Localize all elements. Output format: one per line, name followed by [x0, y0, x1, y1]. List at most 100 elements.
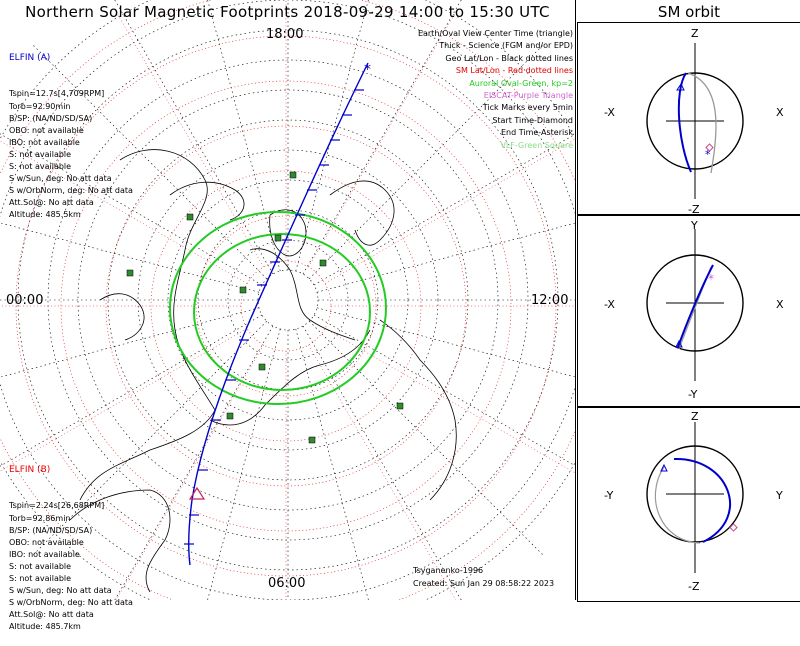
oval-outer	[169, 211, 387, 405]
label-12: 12:00	[531, 293, 569, 308]
geo-lon-line	[295, 328, 369, 600]
svg-text:*: *	[705, 148, 711, 161]
legend-item: EISCAT-Purple Triangle	[483, 91, 573, 101]
legend-item: VLF-Green Square	[500, 140, 573, 150]
sm1-right: X	[776, 106, 784, 119]
geo-lon-line	[33, 321, 267, 555]
sm-lon-line	[115, 344, 264, 600]
sm-lon-line	[0, 140, 248, 284]
geo-lon-line	[0, 314, 263, 467]
geo-lon-line	[309, 45, 543, 279]
sm-panel-xz-plot: Z -Z -X X *	[604, 27, 784, 216]
sm-lat-circle	[105, 125, 467, 487]
legend-item: Tick Marks every 5min	[482, 103, 573, 113]
geo-lon-line	[309, 321, 543, 555]
elfin-a-line: B/SP: (NA/ND/SD/SA)	[9, 113, 93, 123]
elfin-a-line: S: not available	[9, 162, 72, 172]
coastline	[379, 319, 457, 501]
legend-item: Geo Lat/Lon - Black dotted lines	[445, 53, 573, 63]
svg-text:*: *	[708, 272, 714, 286]
coastline	[209, 329, 371, 426]
elfin-b-line: OBO: not available	[9, 537, 84, 547]
vlf-square	[126, 269, 134, 277]
sm-lon-line	[308, 344, 457, 600]
geo-lon-line	[0, 222, 260, 293]
vlf-square	[186, 213, 194, 221]
elfin-b-info: ELFIN (B) Tspin=2.24s[26.68RPM] Torb=92.8…	[9, 440, 133, 646]
legend-item: Start Time-Diamond	[492, 115, 573, 125]
page-title: Northern Solar Magnetic Footprints 2018-…	[25, 3, 550, 21]
geo-lon-line	[207, 0, 281, 272]
elfin-b-line: Torb=92.86min	[9, 513, 71, 523]
sm1-top: Z	[691, 27, 699, 40]
legend-item: End Time-Asterisk	[500, 128, 573, 138]
elfin-a-line: Tspin=12.7s[4.709RPM]	[9, 89, 105, 99]
legend-item: SM Lat/Lon - Red dotted lines	[455, 66, 573, 76]
geo-lon-line	[313, 133, 576, 286]
label-06: 06:00	[268, 576, 306, 591]
sm-panel-xz: Z -Z -X X *	[577, 22, 800, 216]
elfin-a-line: S: not available	[9, 149, 72, 159]
geo-lon-line	[33, 45, 267, 279]
sm-lon-line	[324, 328, 576, 474]
vlf-square	[319, 259, 327, 267]
vlf-square	[289, 171, 297, 179]
elfin-a-heading: ELFIN (A)	[9, 53, 51, 64]
elfin-a-line: OBO: not available	[9, 125, 84, 135]
geo-lat-circle	[227, 239, 349, 361]
vlf-square	[396, 402, 404, 410]
sm-lon-line	[0, 328, 248, 472]
elfin-b-line: Tspin=2.24s[26.68RPM]	[9, 501, 105, 511]
elfin-b-line: Att.Sol@: No att data	[9, 610, 94, 620]
sm3-left: -Y	[604, 489, 614, 502]
created-label: Created: Sun Jan 29 08:58:22 2023	[413, 579, 555, 588]
sm-lat-circle	[150, 170, 422, 442]
coastline	[99, 293, 145, 341]
view-center-triangle	[188, 486, 206, 500]
elfin-b-line: Altitude: 485.7km	[9, 622, 81, 632]
elfin-a-lines: Tspin=12.7s[4.709RPM] Torb=92.90min B/SP: …	[9, 88, 133, 221]
sm1-left: -X	[604, 106, 615, 119]
coastline	[79, 149, 216, 501]
elfin-b-line: S: not available	[9, 574, 72, 584]
geo-lon-line	[114, 0, 274, 275]
coastline	[249, 248, 356, 341]
geo-lon-line	[302, 325, 462, 600]
legend-item: Thick - Science (FGM and/or EPD)	[439, 41, 573, 51]
geo-lon-line	[0, 307, 260, 378]
geo-lat-circle	[47, 59, 529, 541]
sm-lon-line	[115, 11, 264, 268]
elfin-a-line: IBO: not available	[9, 137, 80, 147]
geo-lon-line	[295, 0, 369, 272]
sm3-top: Z	[691, 410, 699, 423]
sm2-top: Y	[690, 219, 698, 232]
geo-lon-line	[316, 222, 576, 293]
elfin-b-line: S w/Sun, deg: No att data	[9, 586, 112, 596]
sm2-right: X	[776, 298, 784, 311]
sm-lon-line	[324, 138, 576, 284]
coastline	[329, 180, 395, 246]
elfin-b-line: S: not available	[9, 561, 72, 571]
geo-lon-line	[207, 328, 281, 600]
sm-grid	[0, 0, 576, 600]
label-00: 00:00	[6, 293, 44, 308]
geo-lon-line	[0, 133, 263, 286]
footprint-track	[187, 62, 369, 566]
vlf-square	[239, 286, 247, 294]
sm-orbit-title: SM orbit	[657, 3, 721, 21]
sm-lat-circle	[195, 215, 377, 397]
map-legend: Earth/Oval View Center Time (triangle) Th…	[418, 28, 573, 152]
vlf-stations	[126, 171, 404, 444]
oval-inner	[193, 233, 371, 391]
coastlines	[69, 149, 457, 593]
sm2-left: -X	[604, 298, 615, 311]
elfin-a-info: ELFIN (A) Tspin=12.7s[4.709RPM] Torb=92.9…	[9, 28, 133, 234]
elfin-b-heading: ELFIN (B)	[9, 465, 51, 476]
coastline	[69, 489, 171, 593]
sm3-right: Y	[775, 489, 783, 502]
coastline	[169, 181, 245, 221]
geo-lon-line	[302, 0, 462, 275]
elfin-a-line: Altitude: 485.5km	[9, 210, 81, 220]
elfin-b-line: B/SP: (NA/ND/SD/SA)	[9, 525, 93, 535]
elfin-b-line: S w/OrbNorm, deg: No att data	[9, 598, 133, 608]
